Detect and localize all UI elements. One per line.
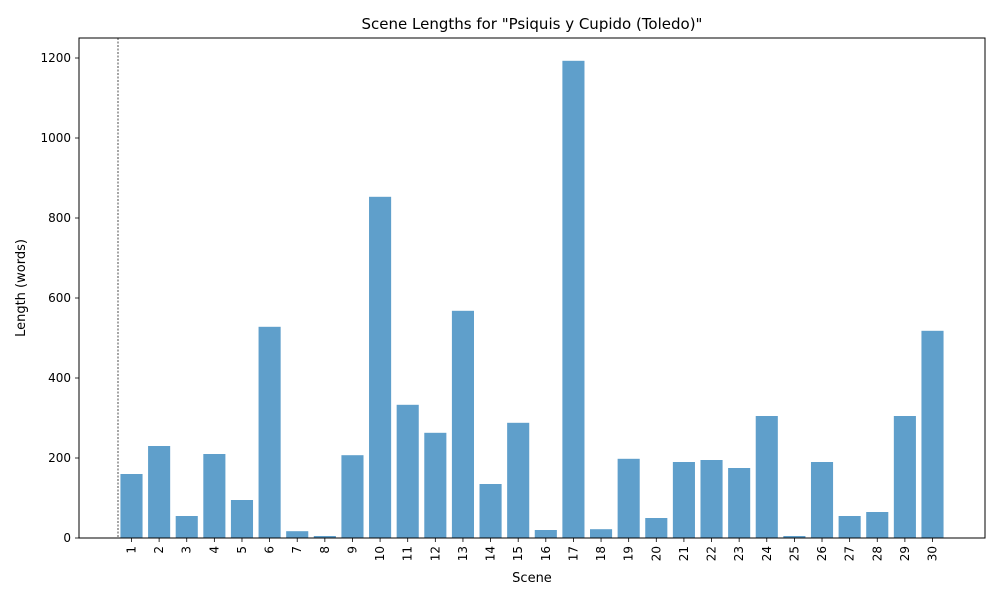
bar bbox=[479, 484, 502, 538]
x-tick-label: 15 bbox=[511, 546, 525, 561]
y-tick-label: 1000 bbox=[40, 131, 71, 145]
x-tick-label: 16 bbox=[539, 546, 553, 561]
bar bbox=[866, 512, 889, 538]
y-tick-label: 800 bbox=[48, 211, 71, 225]
x-tick-label: 4 bbox=[207, 546, 221, 554]
x-tick-label: 3 bbox=[180, 546, 194, 554]
x-tick-label: 11 bbox=[401, 546, 415, 561]
bar bbox=[120, 474, 143, 538]
y-tick-label: 600 bbox=[48, 291, 71, 305]
bar bbox=[258, 326, 281, 538]
x-tick-label: 12 bbox=[428, 546, 442, 561]
x-tick-label: 25 bbox=[787, 546, 801, 561]
x-tick-label: 7 bbox=[290, 546, 304, 554]
bar bbox=[175, 516, 198, 538]
x-tick-label: 5 bbox=[235, 546, 249, 554]
bar bbox=[893, 416, 916, 538]
bar bbox=[203, 454, 226, 538]
x-tick-label: 17 bbox=[566, 546, 580, 561]
bar bbox=[424, 432, 447, 538]
y-tick-label: 0 bbox=[63, 531, 71, 545]
x-tick-label: 24 bbox=[760, 546, 774, 561]
y-axis-label: Length (words) bbox=[14, 239, 29, 337]
x-tick-label: 13 bbox=[456, 546, 470, 561]
x-tick-label: 10 bbox=[373, 546, 387, 561]
bar bbox=[451, 310, 474, 538]
bar bbox=[313, 536, 336, 538]
bar bbox=[148, 446, 171, 538]
chart-title: Scene Lengths for "Psiquis y Cupido (Tol… bbox=[362, 15, 703, 33]
bar bbox=[728, 468, 751, 538]
bar bbox=[810, 462, 834, 538]
x-tick-label: 18 bbox=[594, 546, 608, 561]
bar bbox=[507, 422, 530, 538]
y-tick-label: 200 bbox=[48, 451, 71, 465]
x-tick-label: 14 bbox=[484, 546, 498, 561]
bar bbox=[838, 516, 861, 538]
y-tick-label: 400 bbox=[48, 371, 71, 385]
bar bbox=[396, 404, 419, 538]
x-tick-label: 8 bbox=[318, 546, 332, 554]
bar bbox=[286, 531, 309, 538]
x-tick-label: 9 bbox=[345, 546, 359, 554]
bar bbox=[341, 455, 364, 538]
bar bbox=[617, 458, 640, 538]
x-axis: 1 2 3 4 5 6 7 8 9 10 11 12 13 14 15 16 17 18 19 20 21 22 23 24 2… bbox=[125, 538, 940, 561]
bar bbox=[672, 462, 695, 538]
x-tick-label: 1 bbox=[125, 546, 139, 554]
bar bbox=[921, 330, 944, 538]
bar bbox=[230, 500, 254, 538]
x-tick-label: 23 bbox=[732, 546, 746, 561]
bars-group bbox=[120, 60, 944, 539]
bar bbox=[755, 416, 778, 538]
x-tick-label: 26 bbox=[815, 546, 829, 561]
bar bbox=[369, 196, 392, 539]
bar bbox=[783, 536, 806, 538]
x-tick-label: 27 bbox=[843, 546, 857, 561]
x-tick-label: 19 bbox=[622, 546, 636, 561]
bar bbox=[700, 460, 723, 538]
x-tick-label: 2 bbox=[152, 546, 166, 554]
plot-area bbox=[78, 37, 986, 539]
bar bbox=[534, 530, 557, 538]
bar bbox=[590, 529, 613, 538]
x-tick-label: 30 bbox=[926, 546, 940, 561]
x-tick-label: 22 bbox=[705, 546, 719, 561]
x-axis-label: Scene bbox=[512, 571, 552, 586]
bar bbox=[562, 60, 585, 539]
y-tick-label: 1200 bbox=[40, 51, 71, 65]
x-tick-label: 6 bbox=[263, 546, 277, 554]
bar bbox=[645, 518, 668, 538]
x-tick-label: 21 bbox=[677, 546, 691, 561]
x-tick-label: 29 bbox=[898, 546, 912, 561]
y-axis: 0 200 400 600 800 1000 1200 bbox=[40, 51, 79, 545]
x-tick-label: 20 bbox=[649, 546, 663, 561]
x-tick-label: 28 bbox=[870, 546, 884, 561]
